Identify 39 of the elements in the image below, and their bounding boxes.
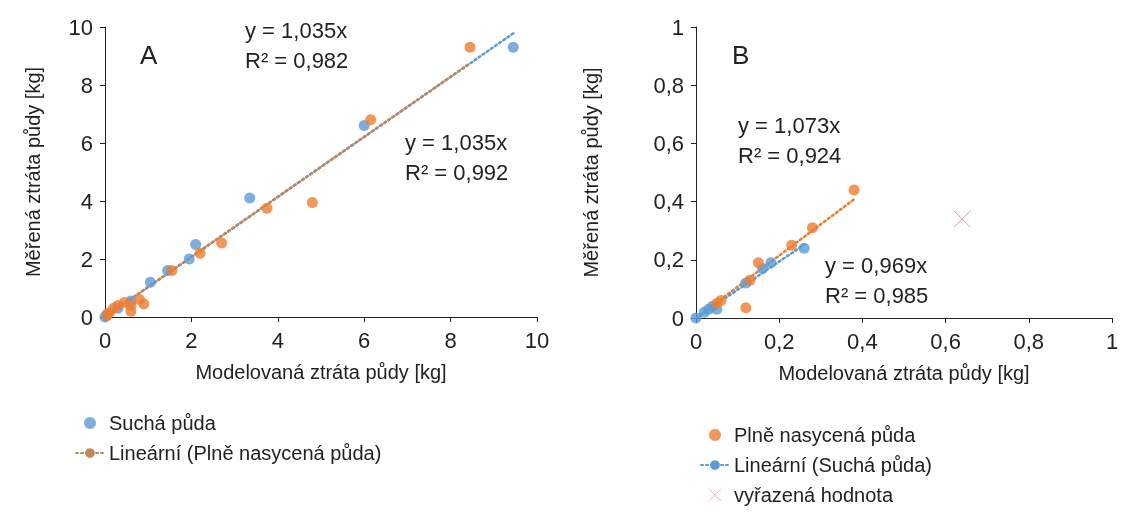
x-tick-label: 6 — [358, 327, 371, 353]
x-tick-label: 10 — [524, 327, 550, 353]
y-axis-title: Měřená ztráta půdy [kg] — [22, 66, 44, 278]
y-tick-label: 6 — [80, 130, 93, 156]
x-tick-label: 0 — [98, 327, 112, 353]
y-tick-label: 8 — [80, 72, 93, 98]
annotation: y = 1,035x R² = 0,982 — [245, 17, 349, 73]
y-tick-label: 1 — [671, 14, 684, 40]
y-tick-label: 2 — [80, 246, 93, 272]
y-tick-label: 0,4 — [653, 189, 684, 215]
legend-label: Lineární (Suchá půda) — [734, 454, 932, 476]
annotation: y = 0,969x R² = 0,985 — [825, 252, 929, 308]
x-tick-label: 0,8 — [1013, 328, 1045, 354]
x-axis-title: Modelovaná ztráta půdy [kg] — [778, 362, 1030, 384]
annotation: y = 1,035x R² = 0,992 — [405, 129, 509, 185]
legend-label: Plně nasycená půda — [734, 424, 917, 446]
legend-label: Suchá půda — [109, 412, 217, 434]
legend-label: vyřazená hodnota — [734, 484, 894, 506]
x-tick-label: 1 — [1105, 328, 1119, 354]
annotation: A — [140, 40, 158, 70]
legend-label: Lineární (Plně nasycená půda) — [109, 442, 382, 464]
x-tick-label: 0,2 — [763, 328, 795, 354]
y-tick-label: 0 — [80, 304, 93, 330]
annotation: B — [732, 40, 750, 70]
x-tick-label: 0,6 — [930, 328, 961, 354]
y-tick-label: 0,8 — [653, 72, 684, 98]
x-tick-label: 0,4 — [847, 328, 878, 354]
x-tick-label: 8 — [444, 327, 457, 353]
y-tick-label: 0,6 — [653, 130, 684, 156]
y-tick-label: 10 — [68, 14, 93, 40]
y-tick-label: 0,2 — [653, 247, 684, 273]
annotation: y = 1,073x R² = 0,924 — [738, 112, 842, 168]
y-tick-label: 4 — [80, 188, 93, 214]
x-tick-label: 4 — [271, 327, 284, 353]
x-axis-title: Modelovaná ztráta půdy [kg] — [195, 361, 447, 383]
x-tick-label: 0 — [689, 328, 703, 354]
y-axis-title: Měřená ztráta půdy [kg] — [580, 67, 602, 278]
y-tick-label: 0 — [671, 305, 684, 331]
x-tick-label: 2 — [185, 327, 198, 353]
